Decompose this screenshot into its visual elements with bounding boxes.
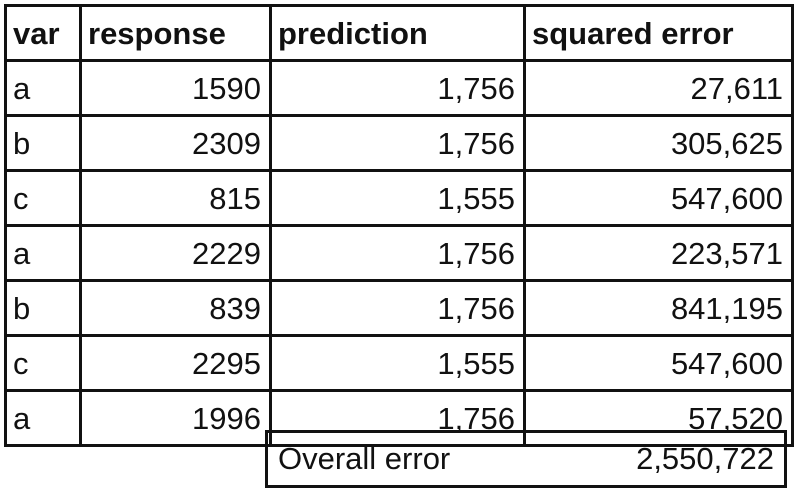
cell-prediction: 1,756 <box>269 224 526 282</box>
overall-error-label: Overall error <box>278 441 451 476</box>
header-row: var response prediction squared error <box>4 4 794 62</box>
cell-response: 1996 <box>79 389 272 447</box>
cell-squared-error: 841,195 <box>523 279 794 337</box>
overall-error-value: 2,550,722 <box>636 441 774 476</box>
cell-var: c <box>4 169 82 227</box>
table-row: b 839 1,756 841,195 <box>4 279 794 337</box>
cell-response: 2309 <box>79 114 272 172</box>
table-row: c 2295 1,555 547,600 <box>4 334 794 392</box>
overall-error-row: Overall error 2,550,722 <box>265 430 787 488</box>
header-prediction: prediction <box>269 4 526 62</box>
cell-squared-error: 547,600 <box>523 334 794 392</box>
cell-response: 2295 <box>79 334 272 392</box>
cell-prediction: 1,756 <box>269 389 526 447</box>
header-response: response <box>79 4 272 62</box>
cell-squared-error: 27,611 <box>523 59 794 117</box>
table-row: c 815 1,555 547,600 <box>4 169 794 227</box>
table-row: b 2309 1,756 305,625 <box>4 114 794 172</box>
error-table: var response prediction squared error a … <box>4 4 794 447</box>
cell-squared-error: 547,600 <box>523 169 794 227</box>
cell-response: 839 <box>79 279 272 337</box>
cell-var: b <box>4 114 82 172</box>
cell-prediction: 1,555 <box>269 169 526 227</box>
table-row: a 2229 1,756 223,571 <box>4 224 794 282</box>
cell-prediction: 1,555 <box>269 334 526 392</box>
cell-squared-error: 57,520 <box>523 389 794 447</box>
table-row: a 1996 1,756 57,520 <box>4 389 794 447</box>
cell-prediction: 1,756 <box>269 279 526 337</box>
cell-squared-error: 223,571 <box>523 224 794 282</box>
cell-var: a <box>4 224 82 282</box>
cell-squared-error: 305,625 <box>523 114 794 172</box>
cell-prediction: 1,756 <box>269 114 526 172</box>
cell-var: b <box>4 279 82 337</box>
cell-var: c <box>4 334 82 392</box>
cell-response: 2229 <box>79 224 272 282</box>
header-squared-error: squared error <box>523 4 794 62</box>
cell-var: a <box>4 389 82 447</box>
cell-prediction: 1,756 <box>269 59 526 117</box>
cell-response: 1590 <box>79 59 272 117</box>
cell-response: 815 <box>79 169 272 227</box>
table-row: a 1590 1,756 27,611 <box>4 59 794 117</box>
cell-var: a <box>4 59 82 117</box>
header-var: var <box>4 4 82 62</box>
